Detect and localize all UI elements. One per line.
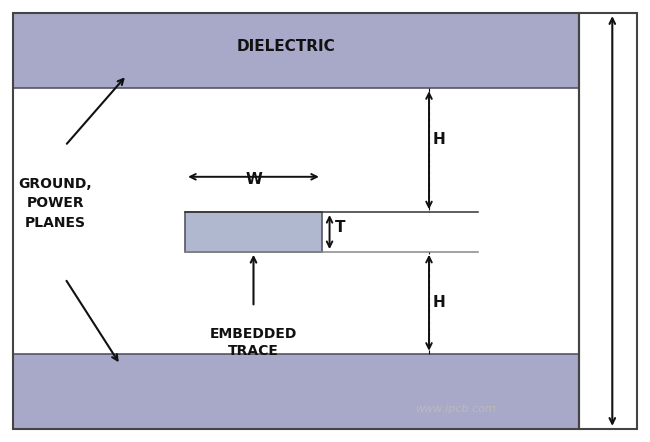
Text: W: W xyxy=(245,171,262,187)
Text: www.ipcb.com: www.ipcb.com xyxy=(415,404,495,414)
Text: H: H xyxy=(432,132,445,147)
Text: DIELECTRIC: DIELECTRIC xyxy=(237,39,335,54)
Text: B: B xyxy=(614,212,627,230)
Bar xyxy=(13,13,578,88)
Text: GROUND,
POWER
PLANES: GROUND, POWER PLANES xyxy=(18,177,92,230)
Text: EMBEDDED
TRACE: EMBEDDED TRACE xyxy=(210,327,297,358)
Bar xyxy=(578,13,637,429)
Bar xyxy=(13,354,578,429)
Bar xyxy=(13,13,578,429)
Text: T: T xyxy=(335,220,345,235)
Bar xyxy=(185,212,322,252)
Text: H: H xyxy=(432,295,445,310)
